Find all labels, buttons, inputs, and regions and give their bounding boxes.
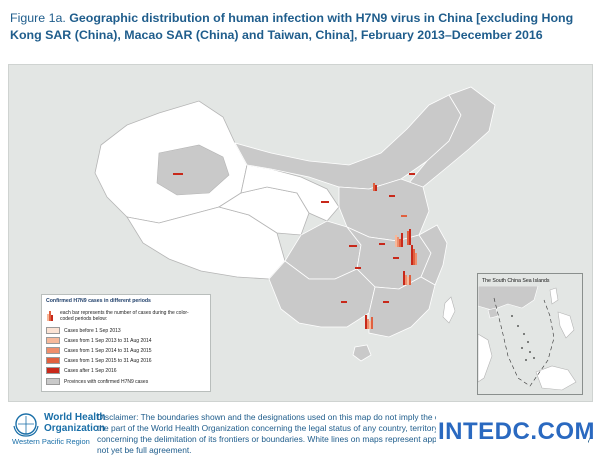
legend-label: Cases after 1 Sep 2016 — [64, 368, 117, 374]
legend-label: Cases from 1 Sep 2015 to 31 Aug 2016 — [64, 358, 152, 364]
figure-label: Figure 1a. — [10, 11, 66, 25]
who-emblem-icon — [13, 413, 39, 437]
case-bar — [383, 301, 389, 303]
case-bar — [341, 301, 347, 303]
province-hainan — [352, 344, 372, 362]
legend-swatch — [46, 367, 60, 374]
figure-title-text: Geographic distribution of human infecti… — [10, 11, 574, 42]
case-bar — [321, 201, 329, 203]
figure-title: Figure 1a. Geographic distribution of hu… — [10, 10, 592, 44]
disclaimer: Disclaimer: The boundaries shown and the… — [97, 412, 591, 455]
case-bar — [367, 319, 369, 329]
china-map — [94, 86, 496, 362]
case-bar — [389, 195, 395, 197]
case-bar — [407, 277, 409, 285]
province-xinjiang-affected — [156, 144, 230, 196]
who-org-name-line1: World Health — [44, 412, 106, 423]
case-bar — [415, 253, 417, 265]
legend-swatch — [46, 337, 60, 344]
case-bar — [401, 233, 403, 247]
bar-chart-icon — [47, 311, 53, 321]
case-bar — [395, 235, 397, 247]
who-org-name-line2: Organization — [44, 423, 106, 434]
legend-label: Cases from 1 Sep 2014 to 31 Aug 2015 — [64, 348, 152, 354]
legend-item: Provinces with confirmed H7N9 cases — [46, 378, 206, 386]
case-bar — [371, 317, 373, 329]
case-bar — [403, 271, 405, 285]
legend-label: Provinces with confirmed H7N9 cases — [64, 379, 149, 385]
inset-title: The South China Sea Islands — [482, 278, 550, 284]
legend-swatch — [46, 327, 60, 334]
who-region: Western Pacific Region — [12, 437, 90, 446]
case-bar — [405, 275, 407, 285]
legend-item: Cases before 1 Sep 2013 — [46, 327, 206, 335]
legend-swatch — [46, 357, 60, 364]
legend-item: Cases after 1 Sep 2016 — [46, 367, 206, 375]
case-bar — [409, 229, 411, 245]
legend-title: Confirmed H7N9 cases in different period… — [46, 298, 151, 304]
legend-label: Cases from 1 Sep 2013 to 31 Aug 2014 — [64, 338, 152, 344]
case-bar — [413, 249, 415, 265]
inset-map: The South China Sea Islands — [477, 273, 583, 395]
legend-item: Cases from 1 Sep 2013 to 31 Aug 2014 — [46, 337, 206, 345]
case-bar — [409, 275, 411, 285]
case-bars — [173, 173, 417, 329]
case-bar — [355, 267, 361, 269]
legend: Confirmed H7N9 cases in different period… — [41, 294, 211, 392]
case-bar — [375, 185, 377, 191]
legend-swatch — [46, 378, 60, 385]
case-bar — [393, 257, 399, 259]
case-bar — [409, 173, 415, 175]
case-bar — [399, 239, 401, 247]
case-bar — [365, 315, 367, 329]
watermark: INTEDC.COM — [436, 414, 595, 450]
island-taiwan — [442, 296, 456, 324]
province-northeast — [408, 86, 496, 188]
map-panel: Confirmed H7N9 cases in different period… — [8, 64, 593, 402]
case-bar — [349, 245, 357, 247]
province-east-coast — [418, 224, 448, 286]
case-bar — [401, 215, 407, 217]
legend-bar-note: each bar represents the number of cases … — [60, 310, 189, 322]
case-bar — [173, 173, 183, 175]
legend-item: Cases from 1 Sep 2014 to 31 Aug 2015 — [46, 347, 206, 355]
who-org-name: World Health Organization — [44, 412, 105, 434]
case-bar — [397, 237, 399, 247]
legend-swatch — [46, 347, 60, 354]
legend-item: Cases from 1 Sep 2015 to 31 Aug 2016 — [46, 357, 206, 365]
case-bar — [379, 243, 385, 245]
case-bar — [369, 321, 371, 329]
watermark-text: INTEDC.COM — [438, 418, 595, 445]
south-china-sea-map — [478, 286, 577, 391]
case-bar — [373, 183, 375, 191]
case-bar — [407, 231, 409, 245]
case-bar — [411, 245, 413, 265]
legend-label: Cases before 1 Sep 2013 — [64, 328, 121, 334]
